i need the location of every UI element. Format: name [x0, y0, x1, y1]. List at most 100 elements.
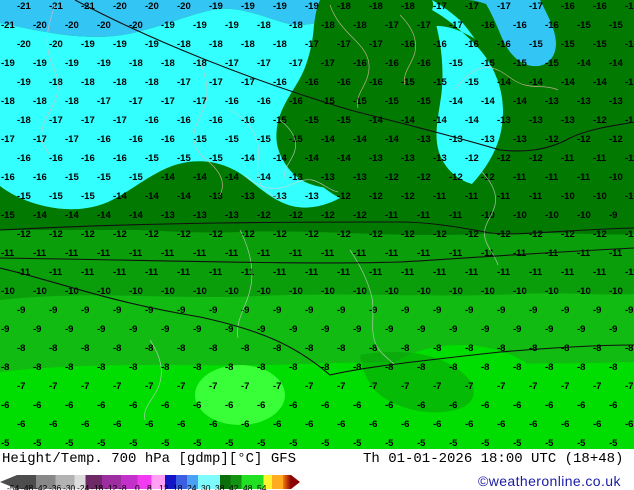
svg-text:-9: -9: [81, 305, 89, 316]
svg-text:-14: -14: [65, 210, 79, 221]
svg-text:-14: -14: [257, 172, 271, 183]
svg-text:-18: -18: [65, 96, 79, 107]
svg-text:-14: -14: [129, 210, 143, 221]
svg-text:-17: -17: [241, 77, 255, 88]
svg-text:-14: -14: [577, 58, 591, 69]
svg-text:-12: -12: [257, 210, 271, 221]
svg-text:-7: -7: [465, 381, 473, 392]
svg-text:-5: -5: [289, 438, 298, 449]
svg-text:-13: -13: [193, 210, 207, 221]
svg-text:-17: -17: [305, 39, 319, 50]
svg-text:-16: -16: [81, 153, 95, 164]
svg-text:-11: -11: [545, 248, 559, 259]
svg-text:-11: -11: [449, 210, 463, 221]
svg-text:-21: -21: [49, 1, 63, 12]
svg-text:-16: -16: [225, 96, 239, 107]
svg-text:-11: -11: [385, 248, 399, 259]
svg-text:-16: -16: [337, 77, 351, 88]
svg-text:-9: -9: [497, 305, 505, 316]
svg-text:-12: -12: [369, 191, 383, 202]
svg-text:-11: -11: [257, 248, 271, 259]
svg-text:-8: -8: [609, 362, 617, 373]
svg-text:-8: -8: [561, 343, 569, 354]
svg-text:-6: -6: [145, 419, 153, 430]
svg-text:-6: -6: [17, 419, 25, 430]
svg-text:-18: -18: [33, 96, 47, 107]
svg-text:-12: -12: [81, 229, 95, 240]
svg-text:-21: -21: [1, 20, 15, 31]
svg-text:-12: -12: [497, 153, 511, 164]
svg-text:-14: -14: [401, 115, 415, 126]
svg-text:-16: -16: [257, 96, 271, 107]
svg-text:-19: -19: [81, 39, 95, 50]
svg-text:-16: -16: [545, 20, 559, 31]
svg-text:-13: -13: [401, 153, 415, 164]
svg-text:-17: -17: [177, 77, 191, 88]
svg-text:-9: -9: [577, 324, 585, 335]
svg-text:-19: -19: [209, 1, 223, 12]
svg-text:-11: -11: [433, 267, 447, 278]
svg-text:-7: -7: [369, 381, 377, 392]
svg-text:-20: -20: [97, 20, 111, 31]
svg-text:-6: -6: [529, 419, 537, 430]
svg-text:-13: -13: [369, 153, 383, 164]
svg-text:-7: -7: [49, 381, 57, 392]
svg-text:-10: -10: [193, 286, 207, 297]
svg-text:-15: -15: [177, 153, 191, 164]
svg-text:-18: -18: [113, 77, 127, 88]
svg-text:-16: -16: [513, 20, 527, 31]
svg-text:-11: -11: [465, 267, 479, 278]
svg-text:-9: -9: [273, 305, 281, 316]
svg-text:-9: -9: [449, 324, 457, 335]
svg-text:-16: -16: [593, 1, 607, 12]
svg-text:-11: -11: [561, 153, 575, 164]
svg-text:-11: -11: [337, 267, 351, 278]
svg-text:-10: -10: [129, 286, 143, 297]
svg-text:-15: -15: [193, 134, 207, 145]
svg-text:-15: -15: [289, 134, 303, 145]
svg-text:-12: -12: [145, 229, 159, 240]
svg-text:-8: -8: [481, 362, 489, 373]
svg-text:-10: -10: [577, 286, 591, 297]
svg-text:-12: -12: [289, 210, 303, 221]
svg-text:-18: -18: [81, 77, 95, 88]
svg-text:-5: -5: [1, 438, 10, 449]
svg-text:-14: -14: [145, 191, 159, 202]
svg-text:-15: -15: [1, 210, 15, 221]
svg-text:-11: -11: [513, 172, 527, 183]
svg-text:-9: -9: [401, 305, 409, 316]
svg-text:-10: -10: [545, 210, 559, 221]
svg-text:-6: -6: [1, 400, 9, 411]
svg-text:-18: -18: [49, 77, 63, 88]
svg-text:-7: -7: [273, 381, 281, 392]
svg-text:-12: -12: [577, 134, 591, 145]
svg-text:-19: -19: [193, 20, 207, 31]
svg-text:-7: -7: [401, 381, 409, 392]
svg-text:-17: -17: [49, 115, 63, 126]
svg-text:-8: -8: [113, 343, 121, 354]
svg-text:-6: -6: [257, 400, 265, 411]
svg-text:-13: -13: [545, 96, 559, 107]
svg-text:-18: -18: [273, 39, 287, 50]
svg-text:-11: -11: [577, 172, 591, 183]
svg-text:-11: -11: [289, 248, 303, 259]
svg-text:-15: -15: [593, 39, 607, 50]
svg-text:-9: -9: [241, 305, 249, 316]
svg-text:-12: -12: [353, 210, 367, 221]
svg-text:-19: -19: [145, 39, 159, 50]
svg-text:-7: -7: [593, 381, 601, 392]
svg-text:-15: -15: [529, 39, 543, 50]
svg-text:-11: -11: [625, 267, 634, 278]
svg-text:-11: -11: [625, 153, 634, 164]
svg-text:-6: -6: [225, 400, 233, 411]
svg-text:-19: -19: [113, 39, 127, 50]
svg-text:-8: -8: [465, 343, 473, 354]
svg-text:-8: -8: [145, 343, 153, 354]
svg-text:-18: -18: [401, 1, 415, 12]
svg-text:-15: -15: [305, 115, 319, 126]
svg-text:-6: -6: [209, 419, 217, 430]
svg-text:-16: -16: [33, 172, 47, 183]
svg-text:-6: -6: [561, 419, 569, 430]
svg-text:-17: -17: [81, 115, 95, 126]
svg-text:-9: -9: [529, 305, 537, 316]
